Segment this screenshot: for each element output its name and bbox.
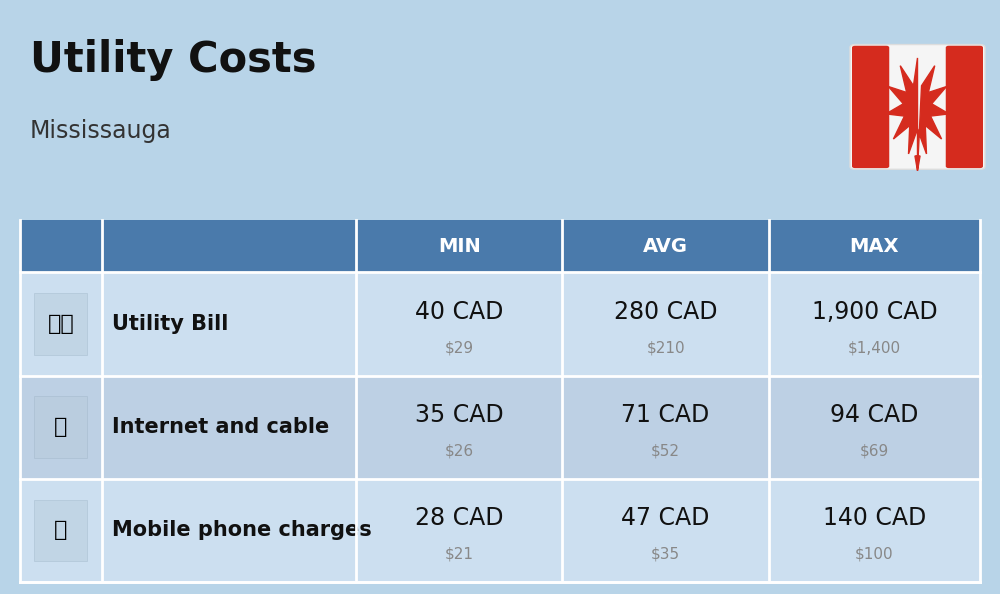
Bar [34, 500, 87, 561]
Text: 94 CAD: 94 CAD [830, 403, 919, 427]
Text: AVG: AVG [643, 236, 688, 255]
Text: 280 CAD: 280 CAD [614, 299, 717, 324]
Text: 📶: 📶 [54, 417, 67, 437]
Text: Mississauga: Mississauga [30, 119, 172, 143]
Text: $69: $69 [860, 444, 889, 459]
FancyBboxPatch shape [850, 45, 985, 169]
FancyBboxPatch shape [852, 46, 889, 168]
Text: 🔧💡: 🔧💡 [47, 314, 74, 334]
Bar [20, 375, 980, 479]
Bar [20, 272, 980, 375]
Polygon shape [886, 58, 949, 170]
Text: $26: $26 [445, 444, 474, 459]
Text: MIN: MIN [438, 236, 481, 255]
Bar [20, 220, 980, 272]
FancyBboxPatch shape [946, 46, 983, 168]
Text: $35: $35 [651, 546, 680, 562]
Text: Utility Bill: Utility Bill [112, 314, 228, 334]
Text: Utility Costs: Utility Costs [30, 39, 316, 81]
Text: $21: $21 [445, 546, 474, 562]
Text: $210: $210 [646, 340, 685, 355]
Text: $100: $100 [855, 546, 894, 562]
Text: $29: $29 [445, 340, 474, 355]
Text: 71 CAD: 71 CAD [621, 403, 710, 427]
Text: $52: $52 [651, 444, 680, 459]
Text: Mobile phone charges: Mobile phone charges [112, 520, 371, 541]
Text: 📱: 📱 [54, 520, 67, 541]
Text: MAX: MAX [850, 236, 899, 255]
Bar [34, 293, 87, 355]
Text: 40 CAD: 40 CAD [415, 299, 503, 324]
Text: 140 CAD: 140 CAD [823, 506, 926, 530]
Text: 1,900 CAD: 1,900 CAD [812, 299, 937, 324]
Text: 47 CAD: 47 CAD [621, 506, 710, 530]
Text: Internet and cable: Internet and cable [112, 417, 329, 437]
Text: 28 CAD: 28 CAD [415, 506, 503, 530]
Text: $1,400: $1,400 [848, 340, 901, 355]
Bar [20, 479, 980, 582]
Bar [34, 396, 87, 458]
Text: 35 CAD: 35 CAD [415, 403, 504, 427]
